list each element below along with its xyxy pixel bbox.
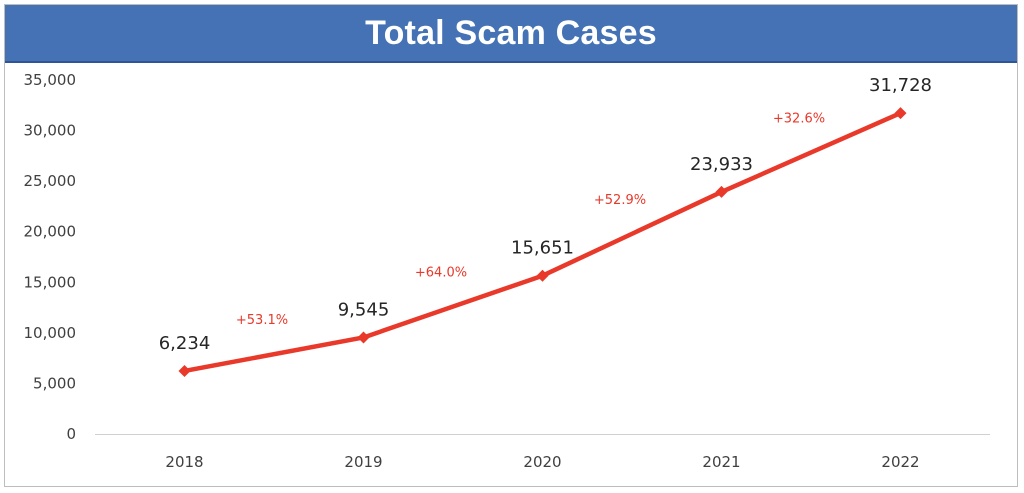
growth-rate-label: +32.6%: [773, 112, 825, 127]
data-value-label: 9,545: [338, 299, 390, 320]
x-tick-label: 2018: [165, 453, 203, 471]
data-value-label: 15,651: [511, 238, 574, 259]
y-tick-label: 10,000: [24, 324, 77, 342]
growth-rate-label: +64.0%: [415, 266, 467, 281]
y-tick-label: 5,000: [33, 374, 76, 392]
data-point-marker: [894, 107, 907, 120]
y-tick-label: 30,000: [24, 122, 77, 140]
data-point-marker: [178, 364, 191, 377]
data-value-label: 31,728: [869, 75, 932, 96]
chart-title-bar: Total Scam Cases: [5, 5, 1017, 63]
chart-title: Total Scam Cases: [365, 13, 657, 52]
x-tick-label: 2019: [344, 453, 382, 471]
data-point-marker: [536, 269, 549, 282]
data-value-label: 23,933: [690, 154, 753, 175]
data-point-marker: [715, 185, 728, 198]
x-tick-label: 2021: [702, 453, 740, 471]
y-tick-label: 35,000: [24, 71, 77, 89]
y-tick-label: 15,000: [24, 273, 77, 291]
data-point-marker: [357, 331, 370, 344]
data-value-label: 6,234: [159, 333, 211, 354]
x-tick-label: 2020: [523, 453, 561, 471]
chart-frame: [4, 4, 1018, 487]
y-tick-label: 25,000: [24, 172, 77, 190]
x-tick-label: 2022: [881, 453, 919, 471]
growth-rate-label: +53.1%: [236, 313, 288, 328]
growth-rate-label: +52.9%: [594, 193, 646, 208]
y-tick-label: 20,000: [24, 223, 77, 241]
y-tick-label: 0: [66, 425, 76, 443]
